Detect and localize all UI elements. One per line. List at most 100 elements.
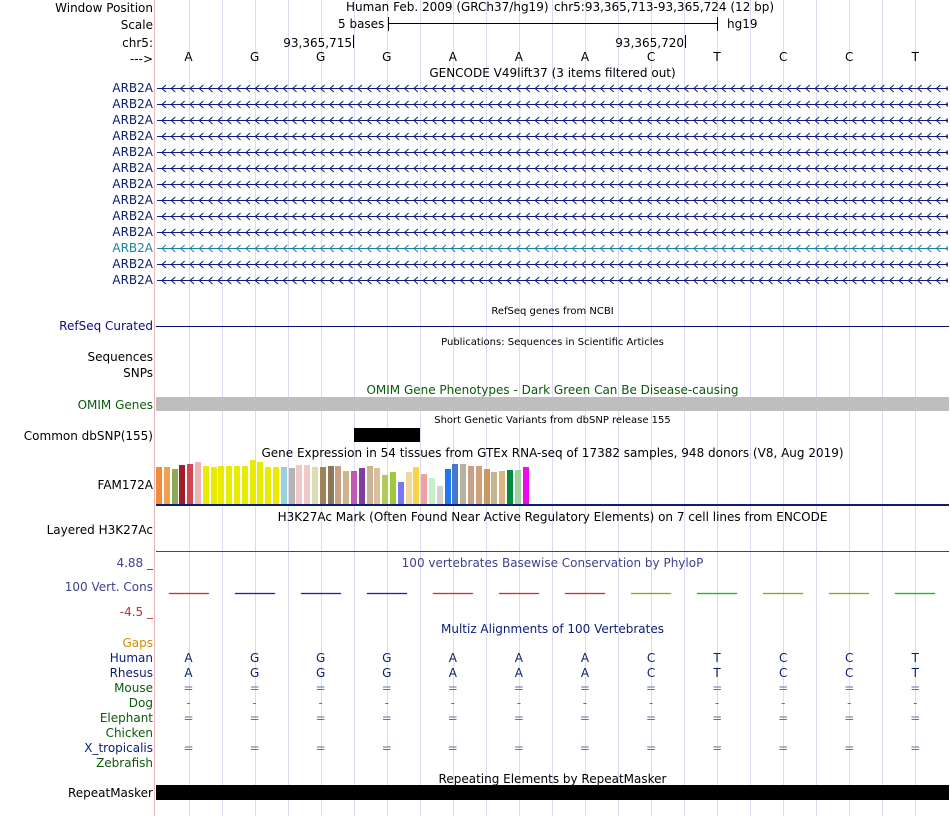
gtex-tissue-bar[interactable] [234,466,240,504]
gencode-item-label[interactable]: ARB2A [112,113,153,127]
gtex-tissue-bar[interactable] [210,467,217,504]
gtex-label[interactable]: FAM172A [97,478,153,492]
gtex-tissue-bar[interactable] [343,471,350,504]
gtex-tissue-bar[interactable] [280,467,287,504]
gencode-transcript-line[interactable] [157,84,948,93]
gtex-tissue-bar[interactable] [163,467,170,504]
gtex-tissue-bar[interactable] [273,467,279,504]
species-label[interactable]: Zebrafish [96,756,153,770]
gencode-transcript-line[interactable] [157,100,948,109]
dbsnp-label[interactable]: Common dbSNP(155) [23,429,153,443]
gtex-tissue-bar[interactable] [382,475,389,504]
gencode-item-label[interactable]: ARB2A [112,241,153,255]
gtex-tissue-bar[interactable] [507,470,513,504]
alignment-base: C [845,666,854,680]
gtex-tissue-bar[interactable] [241,466,248,504]
phylop-segment [498,593,539,594]
gtex-tissue-bar[interactable] [460,464,467,504]
sequences-label[interactable]: Sequences [87,350,153,364]
gtex-tissue-bar[interactable] [397,482,404,504]
gencode-item-label[interactable]: ARB2A [112,177,153,191]
gtex-tissue-bar[interactable] [358,468,365,504]
gencode-item-label[interactable]: ARB2A [112,161,153,175]
gencode-item-label[interactable]: ARB2A [112,129,153,143]
alignment-base: = [910,681,921,695]
gtex-tissue-bar[interactable] [444,469,451,504]
gencode-item-label[interactable]: ARB2A [112,193,153,207]
gtex-tissue-bar[interactable] [195,462,201,504]
h3k27ac-label[interactable]: Layered H3K27Ac [46,523,153,537]
species-label[interactable]: Human [109,651,153,665]
species-label[interactable]: Mouse [114,681,153,695]
gencode-item-label[interactable]: ARB2A [112,273,153,287]
gencode-transcript-line[interactable] [157,276,948,285]
species-label[interactable]: Rhesus [109,666,153,680]
gencode-transcript-line[interactable] [157,228,948,237]
gtex-tissue-bar[interactable] [390,472,396,504]
gtex-tissue-bar[interactable] [429,478,435,504]
gtex-tissue-bar[interactable] [374,468,381,504]
gencode-transcript-line[interactable] [157,164,948,173]
gtex-tissue-bar[interactable] [296,465,303,504]
gtex-tissue-bar[interactable] [171,469,178,504]
gtex-tissue-bar[interactable] [319,467,326,504]
gencode-transcript-line[interactable] [157,116,948,125]
gtex-tissue-bar[interactable] [351,471,357,504]
species-label[interactable]: Chicken [105,726,153,740]
gtex-tissue-bar[interactable] [187,464,194,504]
gtex-tissue-bar[interactable] [499,471,506,504]
gencode-item-label[interactable]: ARB2A [112,81,153,95]
gencode-transcript-line[interactable] [157,260,948,269]
gtex-tissue-bar[interactable] [413,467,420,504]
dbsnp-variant[interactable] [354,428,420,442]
gtex-tissue-bar[interactable] [257,462,264,504]
gencode-transcript-line[interactable] [157,132,948,141]
refseq-label[interactable]: RefSeq Curated [59,319,153,333]
gencode-transcript-line[interactable] [157,180,948,189]
gtex-tissue-bar[interactable] [514,470,521,504]
gtex-tissue-bar[interactable] [366,466,373,504]
gtex-tissue-bar[interactable] [475,466,482,504]
gtex-tissue-bar[interactable] [265,467,272,504]
repeatmasker-label[interactable]: RepeatMasker [67,786,153,800]
species-label[interactable]: Dog [128,696,153,710]
gaps-label[interactable]: Gaps [122,636,153,650]
species-label[interactable]: X_tropicalis [84,741,153,755]
gtex-tissue-bar[interactable] [288,468,295,504]
gtex-tissue-bar[interactable] [226,466,233,504]
gtex-tissue-bar[interactable] [304,465,311,504]
gencode-item-label[interactable]: ARB2A [112,225,153,239]
repeatmasker-bar[interactable] [156,785,949,800]
gtex-tissue-bar[interactable] [483,469,490,504]
gencode-transcript-line[interactable] [157,244,948,253]
position-text[interactable]: chr5:93,365,713-93,365,724 (12 bp) [554,0,775,14]
gtex-tissue-bar[interactable] [468,466,474,504]
species-label[interactable]: Elephant [99,711,153,725]
gencode-item-label[interactable]: ARB2A [112,257,153,271]
gtex-tissue-bar[interactable] [327,466,334,504]
omim-bar[interactable] [156,397,949,411]
gencode-transcript-line[interactable] [157,148,948,157]
omim-label[interactable]: OMIM Genes [77,398,153,412]
gtex-tissue-bar[interactable] [335,466,342,504]
phylop-label[interactable]: 100 Vert. Cons [64,580,153,594]
gtex-tissue-bar[interactable] [179,465,186,504]
alignment-base: = [513,711,524,725]
gtex-tissue-bar[interactable] [156,467,162,504]
snps-label[interactable]: SNPs [123,366,153,380]
gtex-tissue-bar[interactable] [405,472,412,504]
gencode-transcript-line[interactable] [157,196,948,205]
gtex-tissue-bar[interactable] [522,467,529,504]
gtex-tissue-bar[interactable] [249,460,256,504]
gtex-tissue-bar[interactable] [202,466,209,504]
gencode-transcript-line[interactable] [157,212,948,221]
gtex-tissue-bar[interactable] [491,472,498,504]
gencode-item-label[interactable]: ARB2A [112,209,153,223]
gencode-item-label[interactable]: ARB2A [112,97,153,111]
gtex-tissue-bar[interactable] [312,467,318,504]
gencode-item-label[interactable]: ARB2A [112,145,153,159]
gtex-tissue-bar[interactable] [218,466,225,504]
gtex-tissue-bar[interactable] [452,464,459,504]
gtex-tissue-bar[interactable] [421,474,428,504]
gtex-tissue-bar[interactable] [436,486,443,504]
